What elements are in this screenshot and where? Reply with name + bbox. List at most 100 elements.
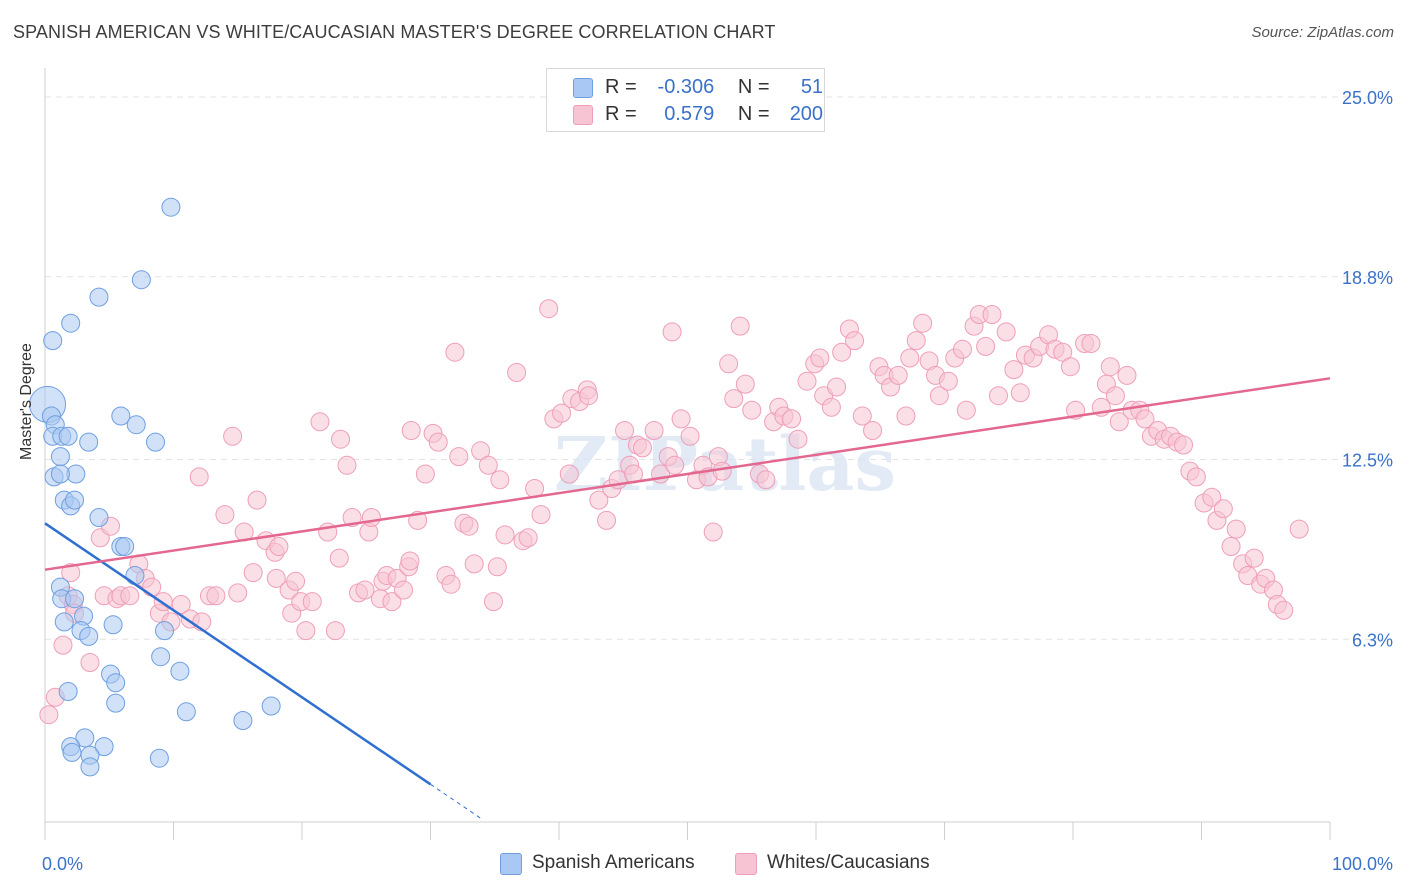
white-point (797, 371, 817, 391)
white-point (464, 554, 484, 574)
white-point (1202, 487, 1222, 507)
white-point (644, 421, 664, 440)
white-point (1274, 600, 1294, 620)
spanish-point (149, 748, 169, 768)
white-point (1117, 365, 1137, 385)
white-point (441, 574, 461, 594)
white-point (325, 621, 345, 641)
white-point (296, 621, 316, 641)
white-point (266, 568, 286, 588)
spanish-point (106, 693, 126, 713)
white-point (189, 467, 209, 487)
white-point (863, 421, 883, 440)
white-point (906, 331, 926, 351)
white-point (361, 508, 381, 527)
legend-label-spanish: Spanish Americans (532, 852, 695, 873)
white-point (735, 374, 755, 394)
white-point (171, 595, 191, 614)
x-tick-label: 100.0% (1332, 854, 1393, 874)
legend-r-value: 0.579 (664, 103, 715, 125)
legend-n-label: N = (737, 103, 770, 125)
white-point (302, 592, 322, 612)
legend-swatch-spanish-bottom (500, 853, 522, 875)
trend-lines (44, 377, 1331, 820)
white-point (1186, 467, 1206, 487)
white-point (449, 447, 469, 467)
white-point (810, 348, 830, 368)
legend-r-value: -0.306 (657, 76, 715, 98)
stats-legend: R = -0.306 N = 51 R = 0.579 N = 200 (546, 68, 825, 132)
white-point (337, 455, 357, 475)
legend-swatch-whites-bottom (735, 853, 757, 875)
source-credit: Source: ZipAtlas.com (1251, 24, 1394, 41)
legend-n-value: 200 (789, 103, 824, 125)
trend-line-spanish (44, 522, 432, 786)
grid-lines (45, 96, 1392, 640)
spanish-point (111, 406, 131, 426)
white-point (394, 580, 414, 600)
series-whites-caucasians (39, 299, 1309, 725)
white-point (756, 470, 776, 490)
y-axis-label: Master's Degree (18, 343, 35, 460)
white-point (487, 557, 507, 577)
white-point (821, 397, 841, 417)
y-tick-label: 12.5% (1342, 451, 1393, 471)
white-point (61, 563, 81, 583)
white-point (80, 653, 100, 672)
spanish-point (43, 331, 63, 351)
spanish-point (54, 612, 74, 632)
white-point (671, 409, 691, 429)
spanish-point (106, 673, 126, 693)
spanish-point (62, 742, 82, 762)
white-point (1289, 519, 1309, 539)
tick-labels: 6.3% 12.5% 18.8% 25.0% 0.0% 100.0% (42, 88, 1393, 874)
spanish-point (233, 711, 253, 730)
white-point (1244, 548, 1264, 568)
white-point (996, 322, 1016, 342)
spanish-point (125, 566, 145, 585)
white-point (579, 386, 599, 406)
legend-r-label: R = (605, 103, 637, 125)
legend-swatch-spanish (573, 78, 593, 98)
spanish-point (80, 757, 100, 777)
white-point (286, 571, 306, 591)
legend-label-whites: Whites/Caucasians (767, 852, 930, 873)
white-point (507, 363, 527, 382)
white-point (223, 426, 243, 446)
white-point (329, 548, 349, 568)
white-point (552, 403, 572, 423)
white-point (896, 406, 916, 426)
legend-r-label: R = (605, 76, 637, 98)
spanish-point (261, 696, 281, 716)
white-point (228, 583, 248, 603)
white-point (976, 336, 996, 356)
white-point (589, 490, 609, 510)
white-point (665, 455, 685, 475)
spanish-point (65, 589, 85, 609)
spanish-point (75, 728, 95, 748)
white-point (531, 505, 551, 525)
white-point (478, 455, 498, 475)
spanish-point (50, 464, 70, 484)
spanish-point (155, 621, 175, 641)
axes (44, 68, 1331, 840)
white-point (400, 551, 420, 571)
white-point (559, 464, 579, 484)
y-tick-label: 25.0% (1342, 88, 1393, 108)
white-point (243, 563, 263, 583)
white-point (428, 432, 448, 452)
white-point (1226, 519, 1246, 539)
white-point (662, 322, 682, 342)
white-point (782, 409, 802, 429)
white-point (1174, 435, 1194, 455)
white-point (459, 516, 479, 536)
x-tick-label: 0.0% (42, 854, 83, 874)
white-point (719, 354, 739, 374)
white-point (703, 522, 723, 542)
white-point (1081, 334, 1101, 353)
white-point (1105, 386, 1125, 406)
white-point (1060, 357, 1080, 377)
white-point (1221, 537, 1241, 556)
white-point (495, 525, 515, 545)
